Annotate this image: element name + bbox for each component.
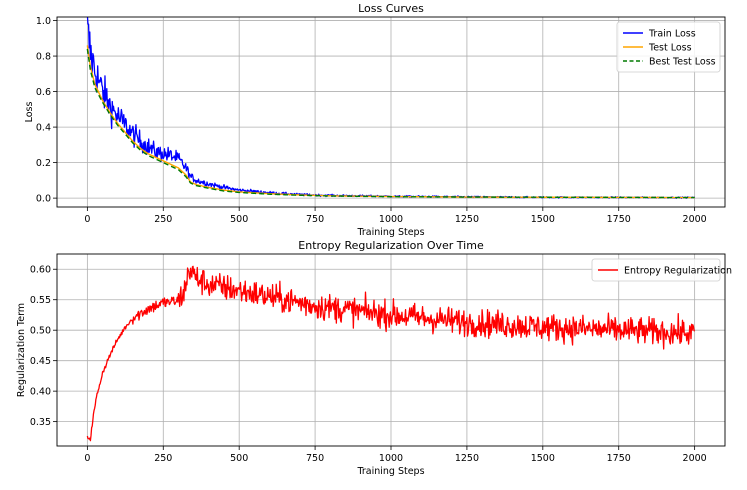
loss-curves-plot: 0 250 500 750 1000 1250 1500 1750 2000 0.0 0.2 0.4 0… xyxy=(24,2,726,238)
entropy-x-tick-label: 1500 xyxy=(531,453,555,464)
entropy-y-axis-label: Regularization Term xyxy=(16,303,27,397)
entropy-x-tick-label: 2000 xyxy=(683,453,707,464)
entropy-y-tick-label: 0.50 xyxy=(30,326,51,337)
entropy-y-tick-label: 0.45 xyxy=(30,356,51,367)
entropy-regularization-plot: 0 250 500 750 1000 1250 1500 1750 2000 0.35 0.40 0.… xyxy=(16,239,732,477)
entropy-y-tick-label: 0.55 xyxy=(30,295,51,306)
loss-x-tick-label: 500 xyxy=(230,214,248,225)
loss-legend-label: Test Loss xyxy=(648,43,692,54)
loss-y-tick-label: 0.0 xyxy=(36,194,51,205)
loss-y-tick-label: 0.4 xyxy=(36,123,51,134)
entropy-y-tick-label: 0.40 xyxy=(30,387,51,398)
loss-x-tick-label: 1000 xyxy=(379,214,403,225)
loss-y-tick-label: 0.2 xyxy=(36,158,51,169)
loss-y-axis-label: Loss xyxy=(24,102,35,123)
loss-x-tick-label: 750 xyxy=(306,214,324,225)
entropy-series-entropy-regularization xyxy=(86,265,696,442)
entropy-x-tick-label: 500 xyxy=(230,453,248,464)
entropy-legend-box xyxy=(591,258,721,282)
loss-x-tick-label: 250 xyxy=(154,214,172,225)
entropy-x-tick-label: 0 xyxy=(84,453,90,464)
loss-y-tick-label: 0.8 xyxy=(36,52,51,63)
loss-chart-title: Loss Curves xyxy=(358,2,424,15)
entropy-x-tick-label: 1250 xyxy=(455,453,479,464)
loss-x-tick-label: 1500 xyxy=(531,214,555,225)
loss-x-axis-label: Training Steps xyxy=(356,227,424,238)
entropy-x-tick-label: 1000 xyxy=(379,453,403,464)
entropy-x-tick-label: 750 xyxy=(306,453,324,464)
entropy-chart-title: Entropy Regularization Over Time xyxy=(298,239,484,252)
entropy-x-tick-label: 1750 xyxy=(607,453,631,464)
entropy-legend: Entropy Regularization xyxy=(591,258,732,282)
loss-series-group xyxy=(86,17,695,199)
entropy-x-tick-label: 250 xyxy=(154,453,172,464)
loss-legend: Train Loss Test Loss Best Test Loss xyxy=(616,21,721,73)
loss-x-tick-label: 1250 xyxy=(455,214,479,225)
loss-y-tick-label: 1.0 xyxy=(36,16,51,27)
loss-x-tick-label: 0 xyxy=(84,214,90,225)
loss-legend-box xyxy=(616,21,721,73)
loss-x-tick-label: 1750 xyxy=(607,214,631,225)
entropy-y-tick-label: 0.60 xyxy=(30,265,51,276)
loss-y-tick-label: 0.6 xyxy=(36,87,51,98)
entropy-x-axis-label: Training Steps xyxy=(356,466,424,477)
loss-series-best-test-loss xyxy=(86,48,695,199)
loss-legend-label: Best Test Loss xyxy=(649,57,716,68)
entropy-legend-label: Entropy Regularization xyxy=(624,266,732,277)
loss-legend-label: Train Loss xyxy=(648,29,696,40)
loss-x-tick-label: 2000 xyxy=(683,214,707,225)
entropy-y-tick-label: 0.35 xyxy=(30,417,51,428)
entropy-series-group xyxy=(86,265,696,442)
